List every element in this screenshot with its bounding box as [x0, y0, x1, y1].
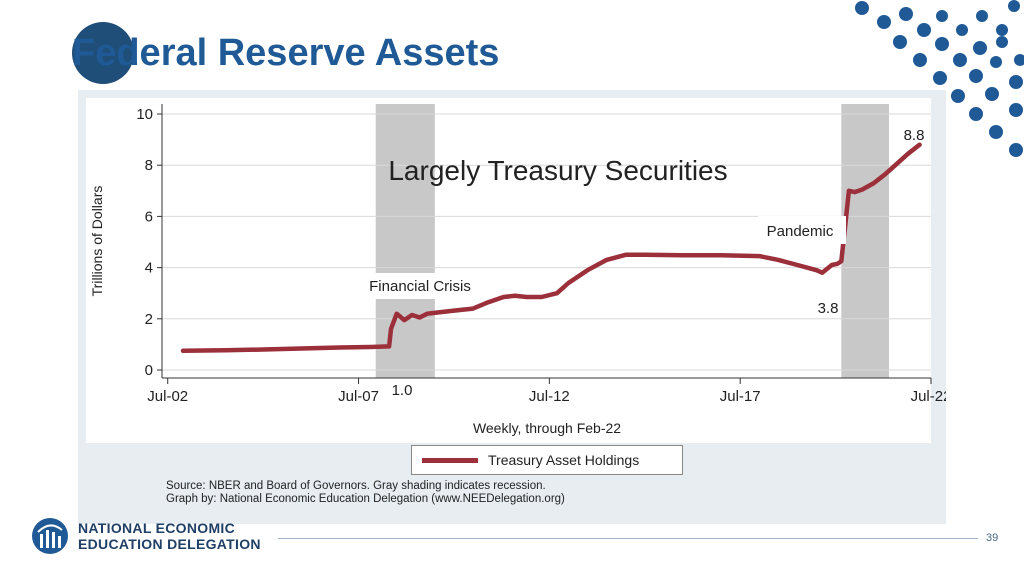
decor-dot	[899, 7, 913, 21]
decor-dot	[913, 53, 927, 67]
decor-dot	[877, 15, 891, 29]
decor-dot	[1008, 0, 1020, 12]
decor-dot	[935, 37, 949, 51]
annotation-pre-pandemic-value: 3.8	[818, 300, 839, 317]
x-tick-label: Jul-07	[338, 388, 379, 405]
annotation-start-value: 1.0	[392, 382, 413, 399]
need-logo: NATIONAL ECONOMIC EDUCATION DELEGATION	[32, 518, 261, 554]
decor-dot	[985, 87, 999, 101]
decor-dot	[893, 35, 907, 49]
decor-dot	[996, 36, 1008, 48]
logo-text-line-1: NATIONAL ECONOMIC	[78, 520, 236, 536]
y-axis-label: Trillions of Dollars	[89, 186, 105, 297]
logo-text-line-2: EDUCATION DELEGATION	[78, 536, 261, 552]
title-area: Federal Reserve Assets	[68, 18, 499, 88]
footer-divider	[278, 538, 978, 539]
y-tick-label: 4	[145, 260, 153, 277]
slide-title: Federal Reserve Assets	[72, 31, 500, 74]
decor-dot	[969, 107, 983, 121]
decor-dot	[917, 23, 931, 37]
decor-dot	[855, 1, 869, 15]
decor-dot	[933, 71, 947, 85]
x-axis-label: Weekly, through Feb-22	[473, 420, 621, 436]
title-circle-decoration	[72, 22, 134, 84]
source-line-2: Graph by: National Economic Education De…	[166, 493, 565, 505]
annotation-pandemic-bg	[758, 216, 846, 244]
annotation-pandemic: Pandemic	[767, 223, 834, 240]
recession-band-1	[375, 104, 435, 378]
chart-source: Source: NBER and Board of Governors. Gra…	[166, 480, 565, 506]
recession-band-2	[841, 104, 890, 378]
decor-dot	[953, 53, 967, 67]
x-tick-label: Jul-22	[911, 388, 946, 405]
decor-dot	[996, 24, 1008, 36]
x-tick-label: Jul-02	[147, 388, 188, 405]
logo-globe-icon	[32, 518, 68, 554]
decor-dot	[936, 10, 948, 22]
decor-dot	[976, 10, 988, 22]
decor-dot	[989, 125, 1003, 139]
y-tick-label: 6	[145, 208, 153, 225]
decorative-dot-pattern	[855, 0, 1024, 157]
x-tick-label: Jul-12	[529, 388, 570, 405]
annotation-main: Largely Treasury Securities	[388, 155, 727, 186]
y-tick-label: 8	[145, 157, 153, 174]
annotation-financial-crisis-bg	[360, 273, 480, 299]
legend-swatch	[422, 457, 478, 463]
decor-dot	[1014, 54, 1024, 66]
decor-dot	[951, 89, 965, 103]
y-tick-label: 0	[145, 362, 153, 379]
page-number: 39	[986, 532, 999, 544]
annotation-end-value: 8.8	[904, 127, 925, 144]
chart-inner-background	[86, 98, 931, 443]
decor-dot	[956, 24, 968, 36]
decor-dot	[1009, 75, 1023, 89]
chart-svg: 0 2 4 6 8 10 Jul-02 Jul-07 Jul-12 Jul-17 Jul-22 Tr…	[86, 98, 946, 443]
annotation-financial-crisis: Financial Crisis	[369, 278, 471, 295]
decor-dot	[1009, 103, 1023, 117]
y-tick-label: 2	[145, 311, 153, 328]
decor-dot	[1009, 143, 1023, 157]
legend-label: Treasury Asset Holdings	[488, 452, 640, 468]
decor-dot	[990, 56, 1002, 68]
x-tick-label: Jul-17	[720, 388, 761, 405]
series-line-treasury-asset-holdings	[180, 142, 922, 354]
decor-dot	[973, 41, 987, 55]
chart-panel: 0 2 4 6 8 10 Jul-02 Jul-07 Jul-12 Jul-17 Jul-22 Tr…	[78, 90, 946, 524]
chart-legend: Treasury Asset Holdings	[411, 445, 683, 475]
decor-dot	[969, 69, 983, 83]
source-line-1: Source: NBER and Board of Governors. Gra…	[166, 480, 546, 492]
y-tick-label: 10	[136, 106, 153, 123]
